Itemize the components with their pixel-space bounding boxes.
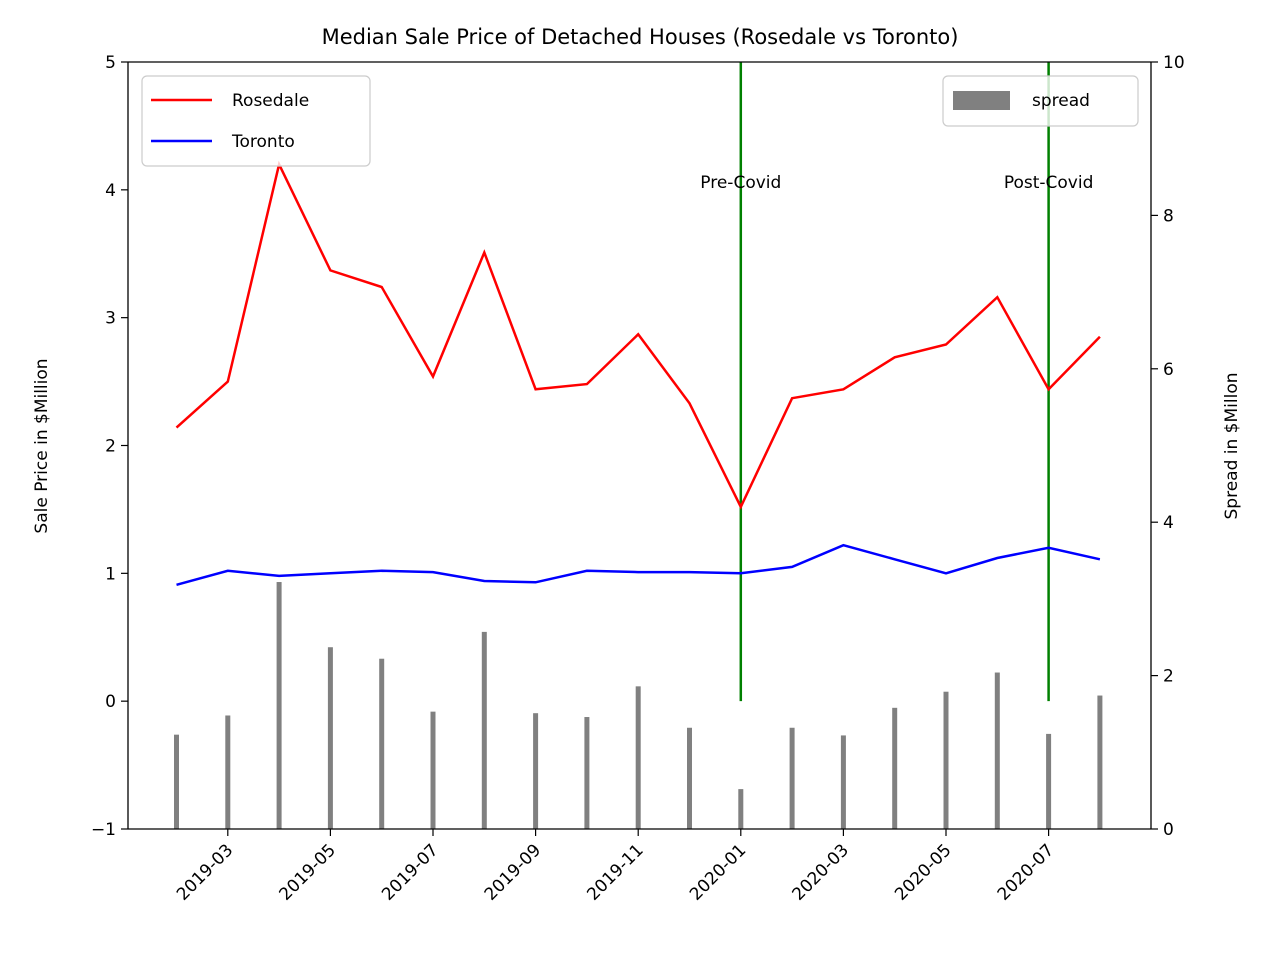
spread-bar <box>789 727 795 829</box>
spread-bar <box>738 789 744 829</box>
x-tick-label: 2020-03 <box>789 840 853 904</box>
x-tick-label: 2020-07 <box>994 840 1058 904</box>
y2-tick-label: 4 <box>1163 513 1174 533</box>
spread-bar <box>1046 733 1052 829</box>
x-tick-label: 2020-05 <box>891 840 955 904</box>
y2-axis-label: Spread in $Millon <box>1222 373 1242 520</box>
toronto-legend-label: Toronto <box>231 132 295 152</box>
covid-markers: Pre-Covid Post-Covid <box>700 62 1094 702</box>
spread-bar <box>892 707 898 829</box>
spread-bar <box>533 713 539 829</box>
y2-tick-label: 6 <box>1163 360 1174 380</box>
price-lines <box>175 160 1101 587</box>
spread-bar <box>276 582 282 829</box>
spread-bar <box>994 672 1000 829</box>
post-covid-label: Post-Covid <box>1004 173 1094 193</box>
spread-legend-label: spread <box>1032 91 1090 111</box>
rosedale-line <box>175 160 1101 510</box>
spread-legend-swatch <box>953 91 1010 110</box>
y2-tick-label: 2 <box>1163 667 1174 687</box>
legend-spread: spread <box>942 75 1139 127</box>
x-tick-label: 2019-07 <box>378 840 442 904</box>
y-tick-label: 2 <box>105 437 116 457</box>
chart-title: Median Sale Price of Detached Houses (Ro… <box>322 25 959 49</box>
y-tick-label: −1 <box>91 820 116 840</box>
x-tick-label: 2019-09 <box>481 840 545 904</box>
spread-bar <box>840 735 846 829</box>
y-tick-label: 5 <box>105 53 116 73</box>
spread-bar <box>943 691 949 829</box>
spread-bar <box>687 727 692 829</box>
y2-tick-label: 0 <box>1163 820 1174 840</box>
spread-bar <box>1097 695 1103 829</box>
legend-price: Rosedale Toronto <box>141 75 371 167</box>
spread-bar <box>379 658 385 829</box>
spread-bar <box>327 647 333 829</box>
spread-bars <box>174 582 1103 829</box>
rosedale-legend-label: Rosedale <box>232 91 309 111</box>
spread-bar <box>481 631 487 829</box>
y-tick-label: 0 <box>105 692 116 712</box>
spread-bar <box>584 717 590 829</box>
y-tick-label: 3 <box>105 309 116 329</box>
legend-frame <box>141 75 371 167</box>
y2-tick-label: 10 <box>1163 53 1185 73</box>
spread-bar <box>430 711 436 829</box>
pre-covid-label: Pre-Covid <box>700 173 781 193</box>
x-tick-label: 2019-03 <box>173 840 237 904</box>
y-axis-label: Sale Price in $Million <box>32 358 52 533</box>
x-tick-label: 2019-11 <box>583 840 647 904</box>
legend-frame <box>942 75 1139 127</box>
spread-bar <box>225 715 231 829</box>
x-tick-label: 2020-01 <box>686 840 750 904</box>
y2-tick-label: 8 <box>1163 206 1174 226</box>
y-tick-label: 4 <box>105 181 116 201</box>
spread-bar <box>174 734 179 829</box>
y-tick-label: 1 <box>105 564 116 584</box>
toronto-line <box>176 543 1101 587</box>
x-tick-label: 2019-05 <box>276 840 340 904</box>
spread-bar <box>635 686 641 829</box>
